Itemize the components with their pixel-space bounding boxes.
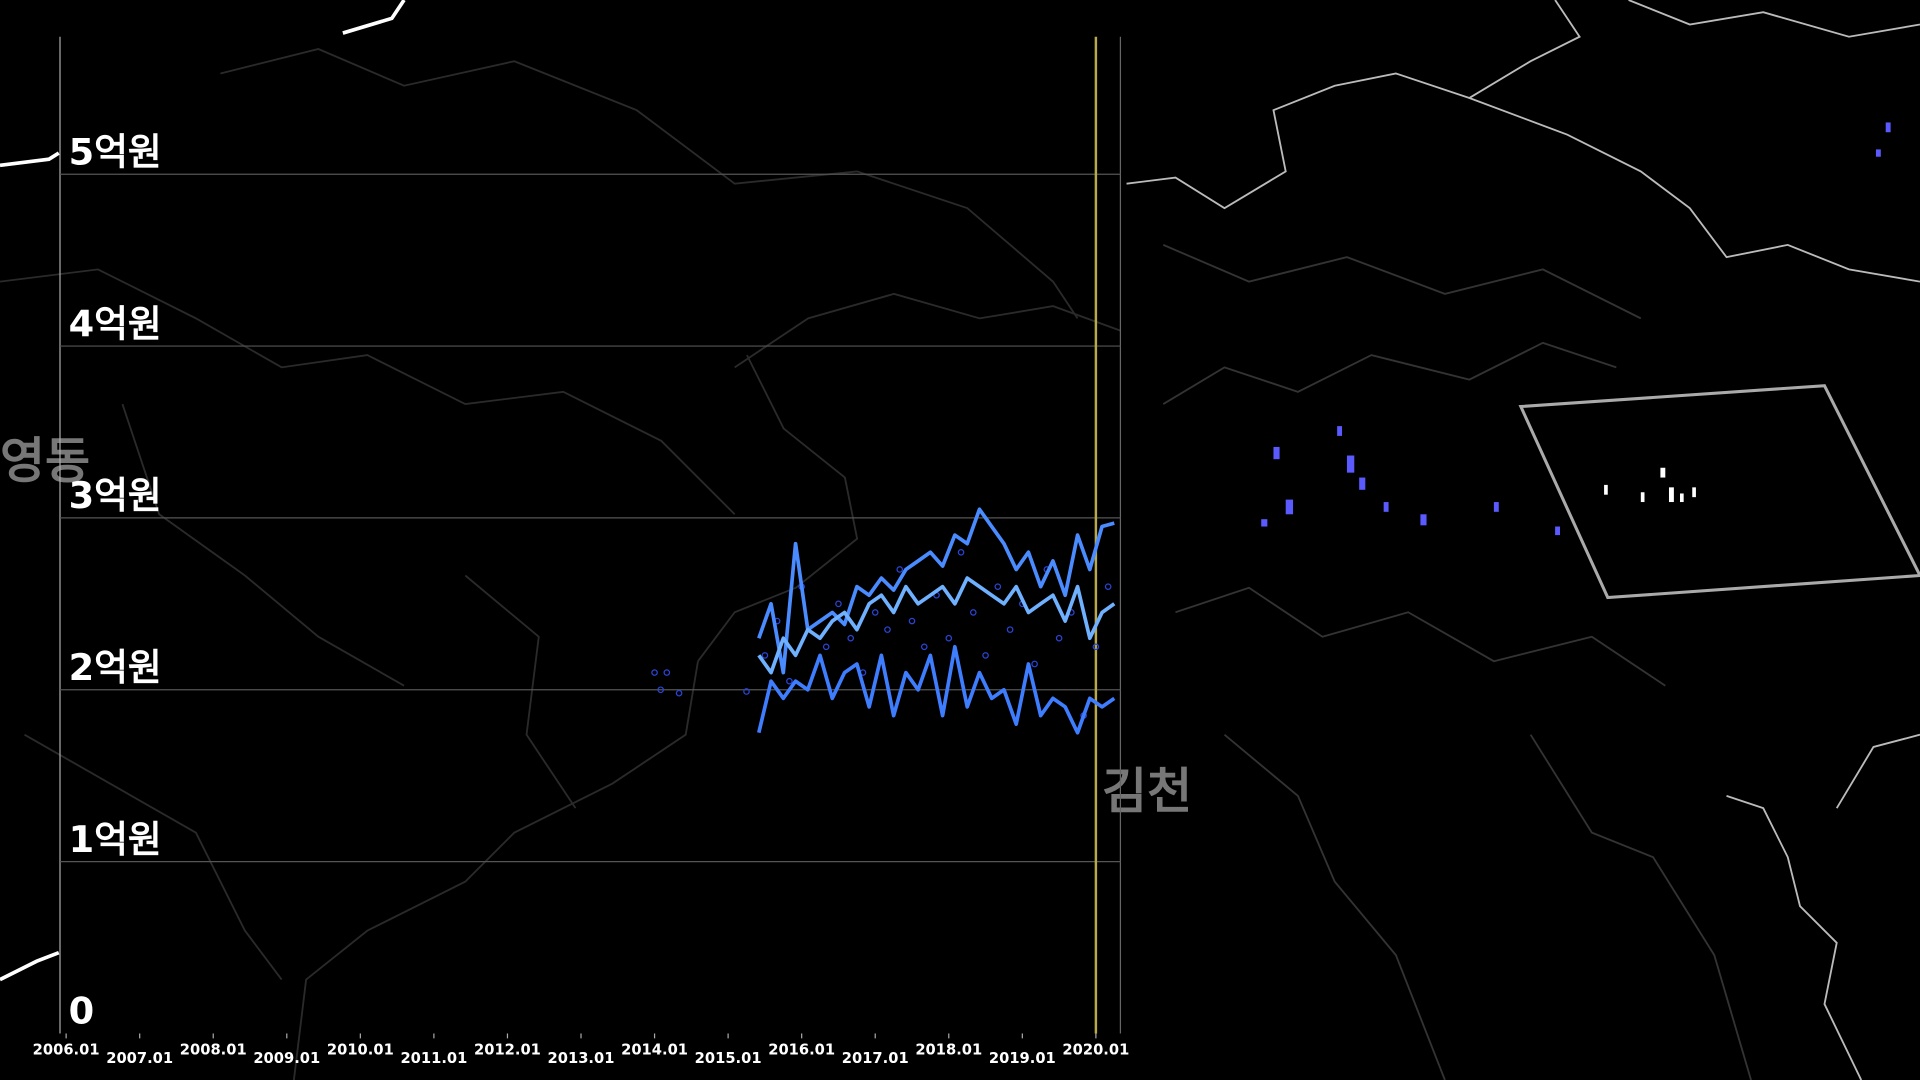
point	[786, 677, 793, 685]
series-line	[757, 644, 1116, 735]
point	[663, 669, 671, 676]
point	[1055, 634, 1063, 642]
y-tick-label: 1억원	[69, 818, 162, 861]
x-tick-label: 2010.01	[327, 1041, 394, 1058]
point	[1031, 660, 1038, 668]
point	[657, 686, 664, 694]
point	[761, 652, 769, 659]
x-tick-label: 2013.01	[548, 1050, 615, 1067]
x-tick-label: 2019.01	[989, 1050, 1056, 1067]
x-tick-label: 2012.01	[474, 1041, 541, 1058]
point	[908, 617, 916, 625]
point	[896, 566, 904, 573]
point	[835, 600, 842, 608]
map-label: 영동	[0, 433, 90, 490]
point	[884, 626, 891, 633]
point	[1006, 626, 1014, 633]
y-tick-label: 3억원	[69, 474, 162, 517]
point	[1104, 583, 1112, 590]
x-tick-label: 2008.01	[180, 1041, 247, 1058]
map-label: 김천	[1102, 763, 1192, 820]
x-tick-label: 2014.01	[621, 1041, 688, 1058]
point	[675, 689, 683, 697]
point	[994, 583, 1002, 590]
point	[969, 609, 977, 616]
x-tick-label: 2007.01	[106, 1050, 173, 1067]
x-tick-label: 2015.01	[695, 1050, 762, 1067]
point	[743, 688, 750, 695]
x-tick-label: 2017.01	[842, 1050, 909, 1067]
point	[871, 609, 879, 616]
point	[847, 634, 855, 642]
point	[920, 643, 928, 651]
y-tick-label: 4억원	[69, 302, 162, 345]
point	[651, 669, 658, 676]
point	[822, 643, 830, 651]
point	[957, 548, 965, 556]
x-tick-label: 2020.01	[1062, 1041, 1129, 1058]
point	[1092, 643, 1100, 651]
x-tick-label: 2006.01	[33, 1041, 100, 1058]
y-tick-label: 5억원	[69, 130, 162, 173]
y-tick-label: 0	[69, 990, 95, 1033]
x-tick-label: 2009.01	[253, 1050, 320, 1067]
x-tick-label: 2018.01	[915, 1041, 982, 1058]
point	[945, 634, 953, 642]
series-line	[757, 507, 1115, 675]
x-tick-label: 2011.01	[400, 1050, 467, 1067]
y-tick-label: 2억원	[69, 646, 162, 689]
series-line	[757, 576, 1116, 675]
x-tick-label: 2016.01	[768, 1041, 835, 1058]
point	[982, 652, 989, 659]
